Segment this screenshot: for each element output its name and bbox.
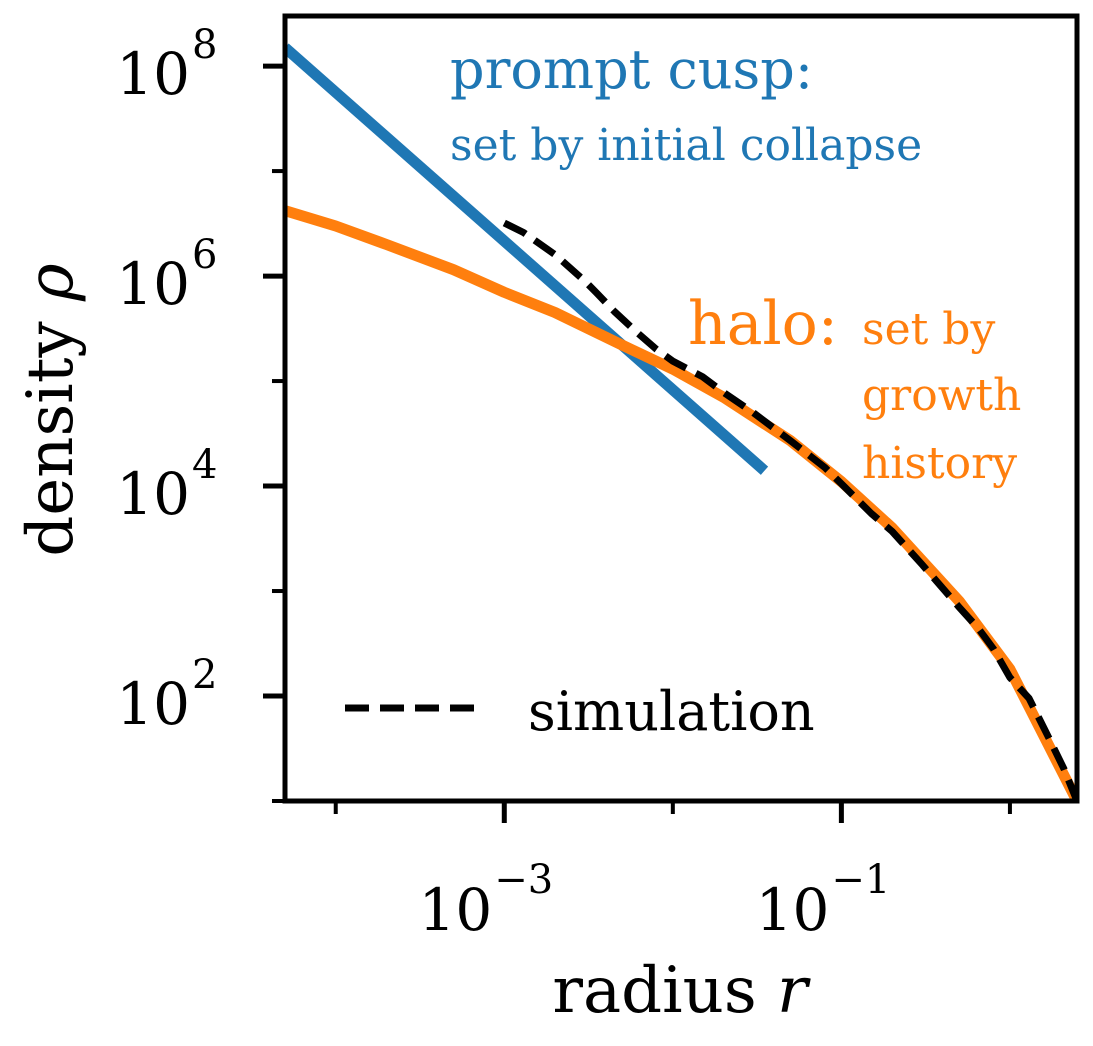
tick-labels: 10 −3 10 −110 210 410 610 8: [116, 22, 890, 944]
x-tick-label-exponent: −3: [494, 857, 553, 903]
halo-title: halo:: [688, 289, 838, 359]
plot-frame: [282, 13, 1080, 804]
y-tick-label: 10: [116, 670, 190, 738]
legend: simulation: [345, 680, 815, 743]
x-axis-label: radius r: [552, 954, 811, 1028]
x-tick-label: 10: [418, 876, 492, 944]
y-tick-label-exponent: 8: [192, 22, 217, 68]
halo-line-1: set by: [862, 304, 995, 355]
y-axis-label: density ρ: [14, 263, 88, 557]
y-tick-label-exponent: 6: [192, 232, 217, 278]
y-tick-label: 10: [116, 40, 190, 108]
y-tick-label: 10: [116, 250, 190, 318]
x-tick-label: 10: [756, 876, 830, 944]
y-tick-label: 10: [116, 460, 190, 528]
cusp-subtitle: set by initial collapse: [450, 120, 922, 171]
halo-line-3: history: [862, 438, 1017, 489]
cusp-title: prompt cusp:: [450, 38, 813, 101]
legend-label-simulation: simulation: [528, 680, 815, 743]
series-layer: [285, 43, 1077, 801]
y-tick-label-exponent: 2: [192, 652, 217, 698]
halo-line-2: growth: [862, 370, 1021, 421]
y-tick-label-exponent: 4: [192, 442, 217, 488]
series-line-prompt-cusp: [285, 43, 769, 475]
x-tick-label-exponent: −1: [831, 857, 890, 903]
series-line-simulation: [502, 219, 1077, 801]
